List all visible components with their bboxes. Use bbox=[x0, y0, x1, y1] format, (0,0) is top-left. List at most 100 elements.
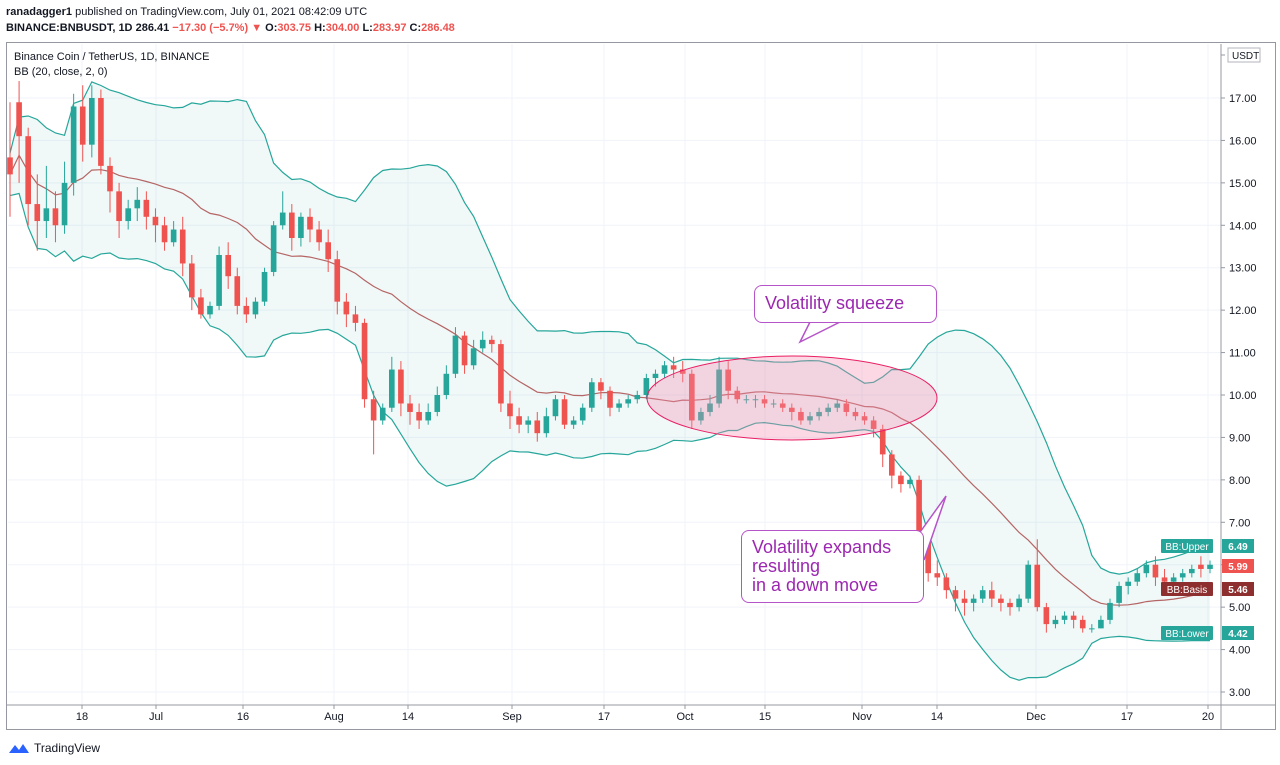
candle bbox=[707, 395, 713, 417]
y-tick-label: 15.00 bbox=[1229, 178, 1257, 190]
annotation-expand[interactable]: Volatility expands resulting in a down m… bbox=[741, 530, 924, 603]
y-tick-label: 10.00 bbox=[1229, 390, 1257, 402]
candle bbox=[661, 361, 668, 379]
candle bbox=[298, 212, 304, 247]
annotation-expand-line-3: in a down move bbox=[752, 575, 879, 595]
x-tick-label: Oct bbox=[676, 711, 693, 723]
candle bbox=[989, 581, 995, 608]
candle bbox=[1198, 556, 1204, 578]
currency-badge-label: USDT bbox=[1232, 51, 1259, 62]
chart-frame[interactable] bbox=[6, 42, 1276, 730]
candle bbox=[470, 339, 477, 370]
squeeze-callout-pointer bbox=[798, 321, 841, 344]
candle bbox=[1043, 602, 1050, 633]
close-value: 286.48 bbox=[421, 22, 455, 34]
candle bbox=[289, 204, 295, 251]
candle bbox=[579, 403, 586, 425]
currency-badge bbox=[1227, 47, 1261, 63]
annotation-shapes bbox=[646, 321, 947, 561]
candle bbox=[270, 221, 277, 277]
publish-info: ranadagger1 published on TradingView.com… bbox=[6, 4, 1276, 20]
candle bbox=[316, 221, 322, 251]
x-tick-label: Aug bbox=[324, 711, 344, 723]
candle bbox=[934, 560, 941, 586]
band-upper-line bbox=[9, 81, 1210, 575]
candle bbox=[1089, 624, 1095, 633]
series-label-name: BB:Upper bbox=[1165, 542, 1209, 553]
down-arrow-icon: ▼ bbox=[251, 22, 263, 34]
time-axis: 18 Jul 16 Aug 14 Sep 17 Oct 15 Nov 14 Dec 17 20 bbox=[6, 704, 1276, 723]
y-tick-label: 8.00 bbox=[1229, 475, 1250, 487]
symbol-name[interactable]: BINANCE:BNBUSDT, 1D bbox=[6, 22, 133, 34]
x-tick-label: Sep bbox=[502, 711, 522, 723]
legend-title[interactable]: Binance Coin / TetherUS, 1D, BINANCE bbox=[14, 51, 210, 63]
candle bbox=[89, 85, 95, 158]
y-tick-label: 4.00 bbox=[1229, 645, 1250, 657]
candle bbox=[834, 399, 841, 412]
candle bbox=[361, 318, 368, 408]
candle bbox=[1052, 615, 1059, 629]
candle bbox=[1070, 611, 1077, 629]
candle bbox=[1107, 598, 1113, 625]
candle bbox=[889, 450, 895, 489]
candle bbox=[1189, 564, 1195, 578]
annotation-squeeze[interactable]: Volatility squeeze bbox=[754, 285, 937, 323]
candle bbox=[325, 229, 331, 272]
series-label-name: BB:Basis bbox=[1167, 585, 1208, 596]
chart-legend: Binance Coin / TetherUS, 1D, BINANCE BB … bbox=[14, 50, 209, 80]
candle bbox=[861, 411, 868, 425]
candle bbox=[116, 182, 122, 239]
candle bbox=[670, 356, 677, 379]
series-label-value: 4.42 bbox=[1228, 629, 1248, 640]
candle bbox=[189, 254, 195, 311]
candle bbox=[552, 395, 559, 421]
x-tick-label: 20 bbox=[1202, 711, 1214, 723]
candle bbox=[1007, 598, 1013, 616]
candle bbox=[698, 407, 704, 425]
candle bbox=[752, 395, 759, 408]
candle bbox=[743, 395, 750, 404]
legend-indicator[interactable]: BB (20, close, 2, 0) bbox=[14, 66, 108, 78]
annotation-squeeze-text: Volatility squeeze bbox=[765, 293, 905, 313]
open-label: O: bbox=[265, 22, 278, 34]
series-label-value: 5.46 bbox=[1228, 585, 1248, 596]
candle bbox=[352, 305, 359, 332]
candle bbox=[98, 89, 104, 175]
candle bbox=[1134, 568, 1141, 586]
candle bbox=[589, 378, 595, 412]
series-label-value: 6.49 bbox=[1228, 542, 1248, 553]
tradingview-logo-icon[interactable] bbox=[8, 741, 30, 755]
series-value-labels: BB:Upper 6.49 5.99 BB:Basis 5.46 BB:Lower 4.42 bbox=[1161, 539, 1254, 640]
candle bbox=[1207, 560, 1213, 574]
candle bbox=[152, 208, 159, 243]
candle bbox=[1098, 615, 1104, 629]
x-tick-label: 17 bbox=[1121, 711, 1133, 723]
candle bbox=[216, 246, 222, 311]
candle bbox=[425, 403, 431, 425]
x-tick-label: 14 bbox=[931, 711, 943, 723]
candle bbox=[207, 301, 213, 319]
x-tick-label: Dec bbox=[1026, 711, 1046, 723]
candle bbox=[1016, 594, 1022, 612]
candle bbox=[779, 399, 786, 412]
candle bbox=[770, 399, 777, 408]
candle bbox=[843, 399, 850, 417]
candle bbox=[434, 386, 441, 417]
high-label: H: bbox=[314, 22, 326, 34]
y-tick-label: 7.00 bbox=[1229, 517, 1250, 529]
candle bbox=[1152, 556, 1159, 586]
candle bbox=[461, 331, 468, 374]
x-tick-label: Jul bbox=[149, 711, 163, 723]
series-label: BB:Basis 5.46 bbox=[1161, 582, 1254, 596]
author-name[interactable]: ranadagger1 bbox=[6, 6, 73, 18]
candle bbox=[543, 407, 550, 438]
brand-name[interactable]: TradingView bbox=[34, 741, 101, 755]
x-tick-label: 18 bbox=[76, 711, 88, 723]
candle bbox=[1125, 577, 1131, 595]
candle bbox=[398, 361, 404, 417]
candle bbox=[370, 390, 377, 455]
candle bbox=[234, 267, 241, 315]
y-tick-label: 5.00 bbox=[1229, 602, 1250, 614]
candle bbox=[143, 191, 150, 230]
